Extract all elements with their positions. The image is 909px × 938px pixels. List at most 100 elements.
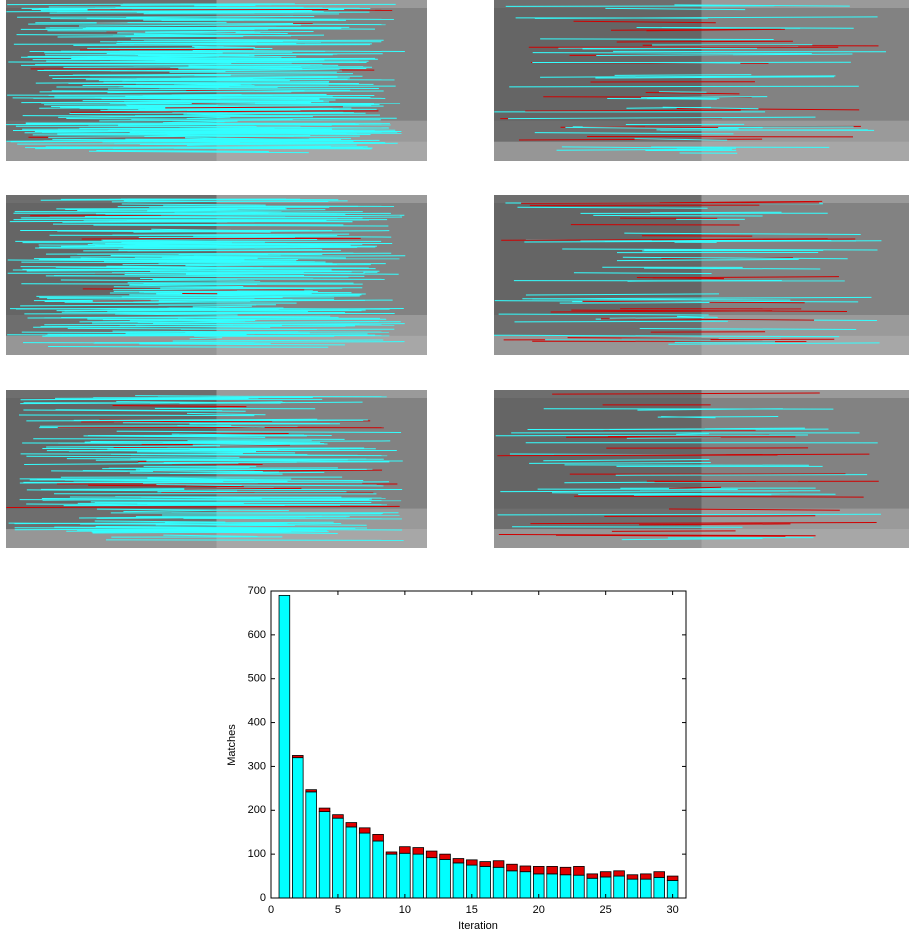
bar-segment [292, 755, 304, 759]
match-line [155, 63, 339, 66]
match-line [494, 334, 840, 338]
match-line [22, 442, 325, 445]
match-line [543, 458, 710, 462]
match-line [158, 308, 349, 310]
match-line [41, 498, 370, 501]
bar-segment [653, 871, 665, 878]
bar-segment [412, 853, 425, 899]
match-line [562, 248, 878, 251]
match-line [600, 318, 815, 321]
match-line [155, 59, 325, 62]
match-line [163, 534, 258, 537]
match-line [129, 319, 257, 322]
match-line [615, 474, 868, 476]
match-line [532, 52, 812, 54]
match-line [593, 214, 763, 217]
match-line [183, 113, 262, 116]
match-line [49, 11, 370, 14]
match-line [556, 534, 786, 537]
match-line [70, 110, 379, 113]
match-line [77, 209, 238, 211]
match-line [187, 412, 266, 416]
bar-segment [372, 840, 384, 899]
match-line [83, 435, 266, 438]
match-line [22, 267, 327, 270]
match-line [95, 524, 295, 528]
match-line [131, 117, 397, 120]
match-line [145, 102, 374, 105]
match-line [186, 116, 231, 119]
y-tick-label: 100 [248, 848, 266, 860]
match-line [7, 3, 295, 6]
match-line [96, 149, 269, 153]
match-line [90, 440, 321, 444]
match-line [21, 261, 333, 264]
match-line [28, 23, 294, 25]
match-line [88, 150, 309, 154]
match-line [19, 481, 389, 484]
bar-segment [532, 866, 545, 875]
match-line [551, 492, 836, 495]
image-floor [494, 141, 909, 161]
match-line [163, 121, 225, 124]
bar-segment [305, 791, 317, 899]
bar-segment [519, 865, 532, 873]
x-tick-label: 5 [335, 904, 341, 916]
match-line [116, 430, 402, 433]
match-line [49, 27, 375, 30]
match-line [107, 88, 351, 91]
match-line [32, 134, 311, 137]
match-line [45, 252, 354, 255]
match-line [42, 447, 365, 450]
match-line [180, 76, 338, 79]
match-line [130, 38, 298, 41]
match-line [115, 313, 238, 316]
bar-segment [439, 853, 451, 860]
bar-segment [425, 857, 438, 899]
match-line [84, 214, 405, 218]
bar-segment [318, 807, 331, 813]
match-line [561, 146, 737, 149]
match-line [93, 224, 389, 227]
y-tick-label: 300 [248, 760, 266, 772]
match-line [124, 100, 330, 103]
match-line [92, 531, 329, 534]
match-line [534, 16, 878, 19]
match-line [72, 73, 353, 76]
match-line [176, 528, 403, 531]
match-line [24, 462, 239, 465]
match-line [596, 53, 853, 57]
match-line [571, 309, 847, 312]
image-right [701, 0, 909, 161]
match-line [108, 47, 255, 50]
x-tick-label: 0 [268, 904, 274, 916]
match-line [44, 104, 218, 106]
match-line [147, 477, 254, 480]
match-line [185, 264, 371, 267]
match-line [46, 445, 220, 448]
match-line [645, 91, 740, 95]
bar-segment [613, 870, 625, 877]
bar-segment [439, 859, 451, 899]
match-line [155, 522, 342, 526]
match-line [106, 539, 404, 541]
match-line [146, 68, 340, 72]
match-line [107, 90, 305, 94]
match-line [137, 503, 387, 506]
match-line [170, 66, 367, 70]
bar-segment [479, 866, 491, 899]
x-axis-label: Iteration [458, 920, 498, 932]
bar-segment [626, 874, 639, 880]
match-line [45, 146, 373, 149]
match-line [172, 339, 384, 342]
match-line [147, 209, 326, 212]
match-line [45, 53, 338, 56]
match-line [102, 467, 338, 470]
match-line [91, 530, 292, 533]
x-tick-label: 10 [399, 904, 411, 916]
y-tick-label: 500 [248, 673, 266, 685]
x-tick-label: 25 [600, 904, 612, 916]
match-line [676, 433, 709, 435]
match-line [186, 112, 366, 115]
match-line [121, 241, 232, 243]
